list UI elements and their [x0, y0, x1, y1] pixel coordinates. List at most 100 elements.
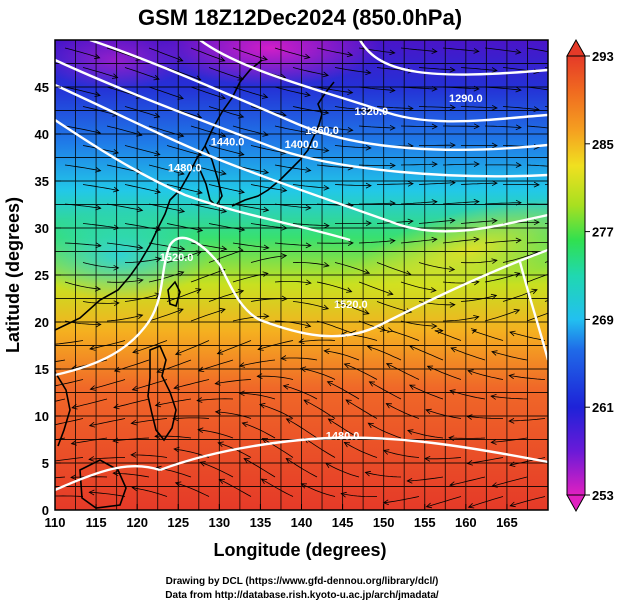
streamline-140: [418, 262, 455, 270]
contour-1290: [358, 40, 548, 76]
streamline-arrow-89: [323, 184, 330, 191]
streamline-279: [175, 482, 210, 497]
streamline-18: [334, 67, 371, 74]
streamline-arrow-132: [113, 264, 120, 271]
streamline-arrow-139: [405, 270, 412, 276]
streamline-287: [510, 496, 546, 507]
streamline-172: [232, 315, 269, 322]
streamline-88: [250, 184, 287, 191]
streamline-116: [418, 219, 455, 224]
streamline-87: [208, 184, 245, 193]
streamline-arrow-31: [389, 87, 396, 93]
streamline-107: [527, 203, 548, 205]
streamline-274: [449, 476, 486, 486]
streamline-arrow-188: [387, 327, 394, 333]
streamline-271: [325, 462, 360, 478]
streamline-arrow-9: [473, 48, 480, 54]
streamline-84: [82, 184, 119, 191]
streamline-arrow-3: [219, 56, 226, 62]
streamline-192: [55, 359, 66, 363]
streamline-149: [274, 281, 311, 284]
streamline-108: [82, 223, 119, 229]
streamline-49: [106, 125, 142, 136]
streamline-arrow-11: [557, 51, 562, 56]
streamline-arrow-133: [155, 256, 162, 263]
streamline-arrow-255: [173, 446, 180, 453]
streamline-arrow-197: [238, 362, 246, 368]
streamline-133: [125, 258, 161, 263]
streamline-127: [358, 240, 395, 244]
streamline-arrow-103: [389, 200, 396, 207]
streamline-arrow-268: [199, 461, 206, 467]
streamline-6: [316, 47, 353, 56]
streamline-156: [82, 301, 119, 304]
streamline-11: [526, 47, 548, 53]
streamline-arrow-243: [154, 433, 161, 439]
streamline-arrow-175: [379, 326, 387, 332]
streamline-arrow-28: [261, 93, 269, 99]
streamline-128: [400, 238, 437, 244]
streamline-arrow-100: [262, 206, 270, 213]
streamline-arrow-87: [238, 188, 245, 195]
streamline-169: [106, 314, 143, 322]
streamline-arrow-248: [367, 422, 374, 429]
streamline-21: [460, 67, 497, 71]
streamline-arrow-118: [533, 219, 540, 226]
streamline-arrow-209: [256, 373, 263, 379]
streamline-142: [502, 252, 538, 263]
streamline-227: [491, 395, 528, 400]
streamline-arrow-35: [557, 89, 562, 94]
streamline-125: [274, 242, 311, 246]
streamline-240: [55, 437, 66, 441]
streamline-arrow-98: [178, 207, 186, 214]
streamline-arrow-215: [508, 373, 515, 380]
contour-1400: [55, 58, 548, 178]
streamline-arrow-218: [113, 403, 120, 410]
streamline-89: [292, 184, 329, 189]
streamline-arrow-43: [407, 105, 414, 112]
streamline-155: [526, 273, 548, 283]
streamline-arrow-45: [491, 104, 498, 111]
streamline-250: [448, 437, 486, 439]
streamline-arrow-266: [112, 470, 119, 477]
streamline-arrow-33: [473, 85, 480, 92]
streamline-arrow-177: [473, 315, 480, 321]
streamline-arrow-113: [323, 222, 330, 229]
streamline-arrow-274: [449, 481, 456, 487]
streamline-arrow-120: [95, 242, 102, 249]
streamline-238: [467, 415, 503, 419]
streamline-58: [484, 125, 522, 128]
streamline-arrow-164: [449, 302, 456, 308]
streamline-arrow-172: [263, 313, 270, 320]
streamline-arrow-283: [340, 491, 347, 498]
streamline-273: [407, 476, 444, 482]
streamline-arrow-195: [156, 367, 163, 374]
credit-data: Data from http://database.rish.kyoto-u.a…: [165, 590, 439, 601]
colorbar-tick-label: 293: [592, 49, 614, 64]
x-tick-label: 140: [291, 515, 313, 530]
streamline-110: [166, 223, 203, 231]
streamline-139: [376, 262, 412, 275]
streamline-154: [484, 272, 521, 283]
streamline-182: [132, 340, 168, 353]
streamline-39: [208, 106, 244, 118]
streamline-arrow-214: [467, 369, 474, 375]
streamline-arrow-227: [490, 394, 497, 400]
streamline-arrow-60: [112, 148, 120, 155]
contour-1360: [89, 40, 548, 152]
streamline-222: [283, 385, 318, 400]
streamline-arrow-154: [514, 272, 521, 278]
streamline-arrow-186: [298, 338, 305, 345]
streamline-109: [124, 223, 161, 231]
streamline-157: [124, 293, 161, 302]
streamline-arrow-216: [30, 403, 35, 408]
colorbar-body: [566, 55, 586, 496]
streamline-239: [509, 418, 546, 422]
x-tick-label: 165: [496, 515, 518, 530]
streamline-arrow-272: [364, 470, 371, 477]
streamline-163: [376, 301, 412, 313]
streamline-arrow-152: [430, 287, 437, 293]
streamline-150: [316, 281, 352, 293]
streamline-arrow-171: [219, 307, 226, 314]
contour-1520: [55, 236, 548, 377]
